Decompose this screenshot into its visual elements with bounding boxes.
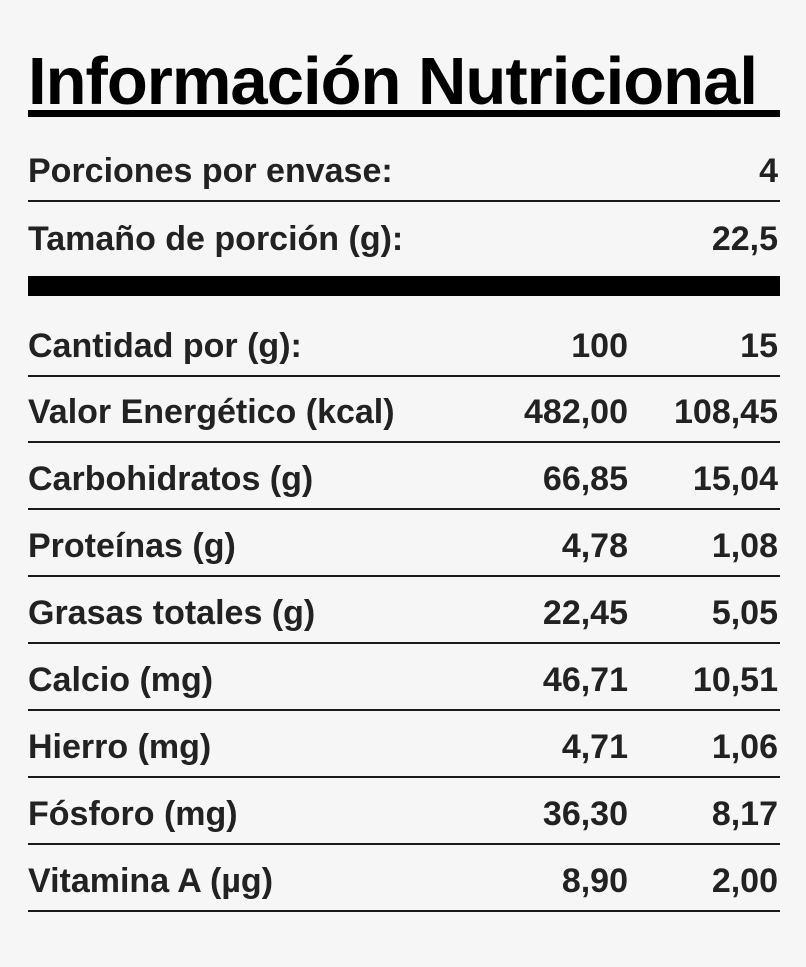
serving-size-row: Tamaño de porción (g): 22,5 <box>28 202 780 268</box>
nutrient-name: Proteínas (g) <box>28 527 236 565</box>
nutrient-value-100: 4,71 <box>561 728 628 766</box>
nutrient-name: Vitamina A (µg) <box>28 862 274 900</box>
serving-size-value: 22,5 <box>711 220 778 258</box>
nutrient-name: Fósforo (mg) <box>28 795 238 833</box>
servings-per-container-row: Porciones por envase: 4 <box>28 136 780 202</box>
table-header-row: Cantidad por (g): 100 15 <box>28 311 780 377</box>
serving-size-label: Tamaño de porción (g): <box>28 220 404 258</box>
nutrient-value-100: 46,71 <box>542 661 628 699</box>
section-divider <box>28 276 780 296</box>
nutrient-value-portion: 5,05 <box>711 594 778 632</box>
table-row: Fósforo (mg) 36,30 8,17 <box>28 779 780 845</box>
servings-per-container-value: 4 <box>759 152 778 190</box>
nutrient-name: Carbohidratos (g) <box>28 460 314 498</box>
nutrient-value-portion: 1,08 <box>711 527 778 565</box>
nutrient-value-portion: 10,51 <box>692 661 778 699</box>
nutrient-value-100: 8,90 <box>561 862 628 900</box>
nutrient-value-100: 36,30 <box>542 795 628 833</box>
nutrient-value-portion: 8,17 <box>711 795 778 833</box>
column-header-100: 100 <box>571 327 628 365</box>
nutrient-name: Valor Energético (kcal) <box>28 393 395 431</box>
nutrient-value-portion: 1,06 <box>711 728 778 766</box>
table-row: Vitamina A (µg) 8,90 2,00 <box>28 846 780 912</box>
nutrient-value-100: 4,78 <box>561 527 628 565</box>
nutrient-value-portion: 108,45 <box>674 393 778 431</box>
table-row: Carbohidratos (g) 66,85 15,04 <box>28 444 780 510</box>
nutrient-value-100: 482,00 <box>524 393 628 431</box>
nutrient-value-100: 22,45 <box>542 594 628 632</box>
title-divider <box>28 110 780 117</box>
page-title: Información Nutricional <box>28 44 758 119</box>
nutrient-value-portion: 15,04 <box>692 460 778 498</box>
nutrient-name: Hierro (mg) <box>28 728 212 766</box>
servings-per-container-label: Porciones por envase: <box>28 152 393 190</box>
amount-per-label: Cantidad por (g): <box>28 327 302 365</box>
table-row: Proteínas (g) 4,78 1,08 <box>28 511 780 577</box>
nutrient-name: Calcio (mg) <box>28 661 214 699</box>
table-row: Hierro (mg) 4,71 1,06 <box>28 712 780 778</box>
column-header-portion: 15 <box>740 327 778 365</box>
table-row: Grasas totales (g) 22,45 5,05 <box>28 578 780 644</box>
nutrition-label: Información Nutricional Porciones por en… <box>28 0 780 967</box>
nutrient-value-100: 66,85 <box>542 460 628 498</box>
nutrient-name: Grasas totales (g) <box>28 594 316 632</box>
table-row: Valor Energético (kcal) 482,00 108,45 <box>28 377 780 443</box>
nutrient-value-portion: 2,00 <box>711 862 778 900</box>
table-row: Calcio (mg) 46,71 10,51 <box>28 645 780 711</box>
